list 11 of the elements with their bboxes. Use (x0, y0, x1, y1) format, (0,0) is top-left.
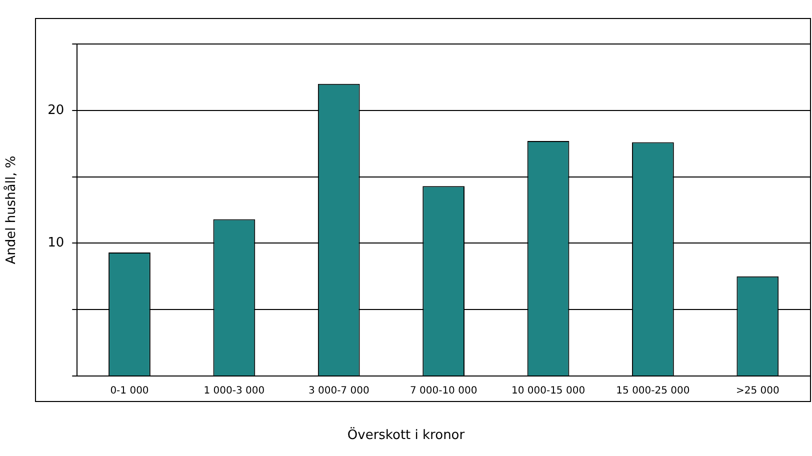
x-tick-label: 15 000-25 000 (616, 386, 690, 397)
y-tick-label: 20 (48, 102, 64, 118)
x-tick-label: 7 000-10 000 (410, 386, 478, 397)
x-tick-label: 10 000-15 000 (511, 386, 586, 397)
x-tick-label: >25 000 (736, 386, 780, 397)
x-tick-label: 3 000-7 000 (308, 386, 370, 397)
y-tick-label: 10 (48, 236, 64, 251)
y-axis-title: Andel hushåll, % (3, 156, 20, 264)
x-tick-label: 0-1 000 (110, 386, 149, 397)
x-tick-label: 1 000-3 000 (204, 386, 265, 397)
x-axis-title: Överskott i kronor (346, 428, 466, 443)
